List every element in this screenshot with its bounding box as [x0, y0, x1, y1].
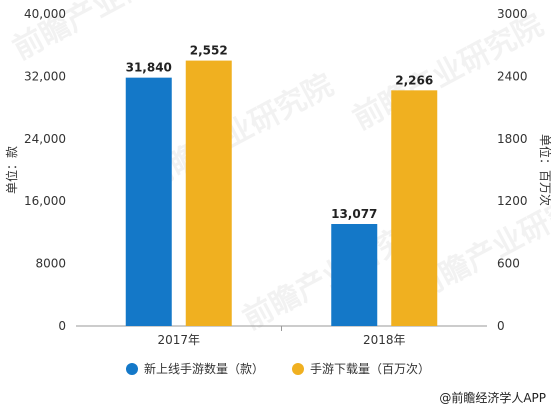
y-left-axis-label: 单位：款: [4, 146, 19, 194]
x-tick-label: 2018年: [363, 333, 406, 347]
axes-layer: 0 8000 16,000 24,000 32,000 40,000 0 600 1200 180…: [4, 7, 551, 347]
y-left-tick-label: 32,000: [24, 69, 66, 83]
y-right-tick-label: 2400: [497, 69, 528, 83]
legend-marker: [292, 363, 304, 375]
y-left-tick-label: 0: [58, 319, 66, 333]
y-right-tick-label: 600: [497, 257, 520, 271]
data-label: 2,266: [395, 73, 433, 87]
x-tick-label: 2017年: [157, 333, 200, 347]
legend-label: 新上线手游数量（款）: [144, 361, 264, 376]
source-credit: @前瞻经济学人APP: [439, 390, 546, 405]
bar-downloads: [391, 90, 438, 326]
y-left-tick-label: 8000: [35, 257, 66, 271]
data-label: 31,840: [126, 61, 172, 75]
legend: 新上线手游数量（款） 手游下载量（百万次）: [126, 361, 430, 376]
legend-marker: [126, 363, 138, 375]
bar-new-games: [125, 77, 172, 326]
y-left-tick-label: 16,000: [24, 194, 66, 208]
y-left-tick-label: 24,000: [24, 132, 66, 146]
bars-layer: [125, 60, 438, 326]
y-right-tick-label: 1200: [497, 194, 528, 208]
y-right-tick-label: 1800: [497, 132, 528, 146]
data-label: 13,077: [331, 207, 377, 221]
data-label: 2,552: [190, 44, 228, 58]
y-right-tick-label: 0: [497, 319, 505, 333]
watermark-layer: 前瞻产业研究院前瞻产业研究院前瞻产业研究院前瞻产业研究院前瞻产业研究院: [7, 0, 551, 337]
bar-new-games: [331, 223, 378, 326]
labels-layer: 31,840 2,552 13,077 2,266: [126, 44, 434, 221]
bar-downloads: [185, 60, 232, 326]
y-right-axis-label: 单位：百万次: [538, 134, 551, 206]
y-right-tick-label: 3000: [497, 7, 528, 21]
y-left-tick-label: 40,000: [24, 7, 66, 21]
legend-label: 手游下载量（百万次）: [310, 362, 430, 376]
